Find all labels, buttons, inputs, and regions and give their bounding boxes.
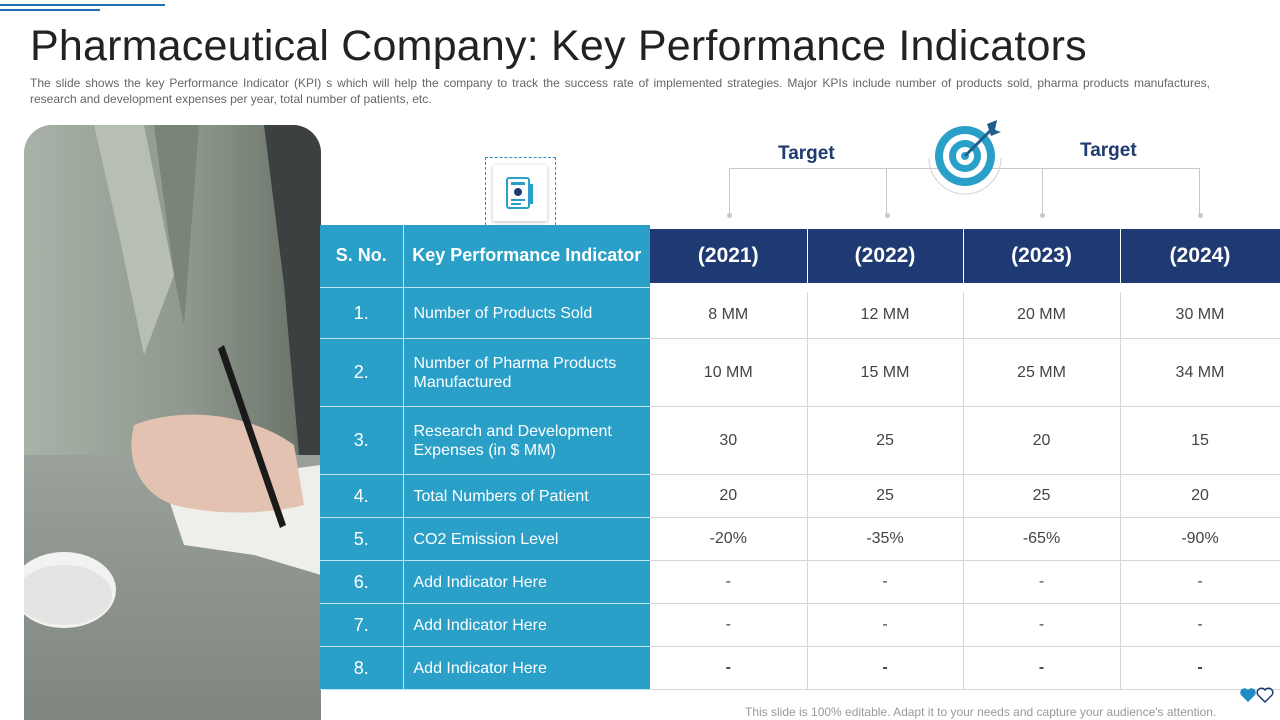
brand-logo-icon — [1238, 686, 1274, 704]
row-value-2022: 12 MM — [807, 287, 964, 339]
row-value-2022: - — [807, 646, 964, 690]
target-icon — [925, 118, 1005, 196]
row-value-2024: 30 MM — [1120, 287, 1280, 339]
decor-line-top — [0, 4, 165, 6]
table-row: 8. Add Indicator Here - - - - — [320, 646, 1280, 690]
table-row: 5. CO2 Emission Level -20% -35% -65% -90… — [320, 517, 1280, 561]
row-value-2023: 20 MM — [963, 287, 1121, 339]
row-value-2023: 25 — [963, 474, 1121, 518]
table-row: 3. Research and Development Expenses (in… — [320, 406, 1280, 475]
row-value-2023: - — [963, 646, 1121, 690]
page-subtitle: The slide shows the key Performance Indi… — [30, 76, 1210, 106]
bracket-dot — [885, 213, 890, 218]
row-kpi-label: Number of Products Sold — [403, 287, 650, 339]
photo-businessperson-writing — [24, 125, 321, 720]
row-value-2022: - — [807, 560, 964, 604]
row-value-2021: - — [650, 560, 808, 604]
row-kpi-label: Add Indicator Here — [403, 603, 650, 647]
document-icon-frame — [485, 157, 556, 230]
row-value-2024: - — [1120, 560, 1280, 604]
column-header-2023: (2023) — [963, 220, 1121, 292]
row-value-2024: 15 — [1120, 406, 1280, 475]
row-value-2022: - — [807, 603, 964, 647]
row-value-2023: -65% — [963, 517, 1121, 561]
table-row: 1. Number of Products Sold 8 MM 12 MM 20… — [320, 287, 1280, 339]
column-header-sno: S. No. — [320, 224, 404, 288]
row-kpi-label: CO2 Emission Level — [403, 517, 650, 561]
row-number: 1. — [320, 287, 404, 339]
row-number: 7. — [320, 603, 404, 647]
decor-line-bottom — [0, 9, 100, 11]
row-value-2022: 25 — [807, 474, 964, 518]
row-number: 2. — [320, 338, 404, 407]
footer-note: This slide is 100% editable. Adapt it to… — [745, 705, 1217, 719]
row-number: 6. — [320, 560, 404, 604]
page-title: Pharmaceutical Company: Key Performance … — [30, 22, 1087, 70]
bracket-left — [729, 168, 887, 216]
row-value-2021: 30 — [650, 406, 808, 475]
row-value-2021: - — [650, 646, 808, 690]
row-number: 4. — [320, 474, 404, 518]
row-kpi-label: Add Indicator Here — [403, 560, 650, 604]
bracket-dot — [1198, 213, 1203, 218]
row-number: 8. — [320, 646, 404, 690]
row-value-2022: 15 MM — [807, 338, 964, 407]
table-row: 7. Add Indicator Here - - - - — [320, 603, 1280, 647]
bracket-right — [1042, 168, 1200, 216]
row-number: 3. — [320, 406, 404, 475]
row-kpi-label: Add Indicator Here — [403, 646, 650, 690]
column-header-2024: (2024) — [1120, 220, 1280, 292]
target-label-left: Target — [778, 143, 835, 164]
table-row: 4. Total Numbers of Patient 20 25 25 20 — [320, 474, 1280, 518]
row-value-2024: 20 — [1120, 474, 1280, 518]
document-icon — [493, 165, 547, 221]
row-value-2024: - — [1120, 646, 1280, 690]
row-kpi-label: Research and Development Expenses (in $ … — [403, 406, 650, 475]
row-value-2021: 20 — [650, 474, 808, 518]
row-value-2023: 25 MM — [963, 338, 1121, 407]
row-value-2021: - — [650, 603, 808, 647]
row-value-2021: 10 MM — [650, 338, 808, 407]
row-value-2023: - — [963, 560, 1121, 604]
table-row: 6. Add Indicator Here - - - - — [320, 560, 1280, 604]
row-value-2024: -90% — [1120, 517, 1280, 561]
row-kpi-label: Number of Pharma Products Manufactured — [403, 338, 650, 407]
target-label-right: Target — [1080, 140, 1137, 161]
row-number: 5. — [320, 517, 404, 561]
row-value-2023: 20 — [963, 406, 1121, 475]
column-header-kpi: Key Performance Indicator — [403, 224, 650, 288]
kpi-table: S. No. Key Performance Indicator (2021) … — [320, 220, 1280, 690]
bracket-dot — [1040, 213, 1045, 218]
row-value-2021: -20% — [650, 517, 808, 561]
column-header-2022: (2022) — [807, 220, 964, 292]
bracket-dot — [727, 213, 732, 218]
row-value-2023: - — [963, 603, 1121, 647]
row-value-2024: 34 MM — [1120, 338, 1280, 407]
row-value-2022: 25 — [807, 406, 964, 475]
table-row: 2. Number of Pharma Products Manufacture… — [320, 338, 1280, 407]
row-value-2024: - — [1120, 603, 1280, 647]
row-value-2022: -35% — [807, 517, 964, 561]
column-header-2021: (2021) — [650, 220, 808, 292]
row-value-2021: 8 MM — [650, 287, 808, 339]
row-kpi-label: Total Numbers of Patient — [403, 474, 650, 518]
